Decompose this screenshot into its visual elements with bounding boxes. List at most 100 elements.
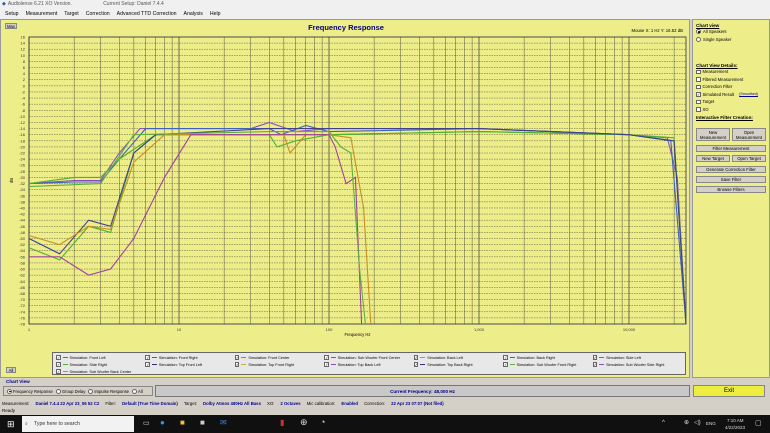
title-bar: ◆ Audiolense 6.21 XO Version. Current Set… xyxy=(0,0,770,9)
chart-view-option[interactable]: All xyxy=(132,388,143,394)
menu-analysis[interactable]: Analysis xyxy=(183,11,203,17)
store-icon[interactable]: ■ xyxy=(200,418,205,427)
chart-view-option[interactable]: Frequency Response xyxy=(7,388,53,394)
exit-button[interactable]: Exit xyxy=(693,385,765,397)
checkbox[interactable]: ✓ xyxy=(324,362,329,368)
y-tick-label: -44 xyxy=(19,218,26,223)
checkbox[interactable]: ✓ xyxy=(56,355,61,361)
legend-item[interactable]: ✓ Simulation: Sub Woofer Back Center xyxy=(56,368,145,375)
legend-item[interactable]: ✓ Simulation: Side Right xyxy=(56,361,145,368)
legend-item[interactable]: ✓ Simulation: Back Right xyxy=(503,354,592,361)
detail-checkbox[interactable]: Correction Filter xyxy=(696,83,766,91)
checkbox[interactable]: ✓ xyxy=(234,355,240,361)
checkbox[interactable]: ✓ xyxy=(56,362,61,368)
generate-correction-filter-button[interactable]: Generate Correction Filter xyxy=(696,166,766,173)
y-tick-label: 4 xyxy=(23,71,26,76)
menu-target[interactable]: Target xyxy=(64,11,79,17)
language-indicator[interactable]: ENG xyxy=(706,421,716,426)
open-target-button[interactable]: Open Target xyxy=(732,155,766,162)
series-swatch xyxy=(509,357,515,358)
clock-time[interactable]: 7:10 AM xyxy=(727,418,744,423)
app-icon[interactable]: ⊕ xyxy=(300,417,308,427)
legend-label: Simulation: Side Left xyxy=(606,355,641,360)
checkbox[interactable]: ✓ xyxy=(592,355,598,361)
checkbox[interactable] xyxy=(696,99,701,104)
legend-item[interactable]: ✓ Simulation: Side Left xyxy=(592,354,682,361)
checkbox[interactable]: ✓ xyxy=(145,362,150,368)
legend-item[interactable]: ✓ Simulation: Sub Woofer Front Center xyxy=(324,354,413,361)
y-tick-label: 14 xyxy=(21,41,26,46)
edge-icon[interactable]: ● xyxy=(160,418,165,427)
detail-checkbox[interactable]: Measurement xyxy=(696,68,766,76)
checkbox[interactable] xyxy=(696,107,701,112)
menu-help[interactable]: Help xyxy=(209,11,221,17)
checkbox[interactable] xyxy=(696,77,701,82)
browse-filters-button[interactable]: Browse Filters xyxy=(696,186,766,193)
menu-correction[interactable]: Correction xyxy=(85,11,110,17)
legend-item[interactable]: ✓ Simulation: Front Left xyxy=(56,354,145,361)
chart-view-option[interactable]: Group Delay xyxy=(55,388,85,394)
y-tick-label: -4 xyxy=(21,96,25,101)
single-speaker-radio[interactable]: Single Speaker xyxy=(696,36,766,44)
detail-checkbox[interactable]: XO xyxy=(696,106,766,114)
max-button[interactable]: Max xyxy=(5,23,17,29)
checkbox[interactable]: ✓ xyxy=(413,355,419,361)
menu-setup[interactable]: Setup xyxy=(5,11,19,17)
legend-item[interactable]: ✓ Simulation: Top Front Right xyxy=(234,361,324,368)
detail-checkbox[interactable]: Target xyxy=(696,98,766,106)
chart-view-option[interactable]: Impulse Response xyxy=(88,388,129,394)
task-view-icon[interactable]: ▭ xyxy=(143,420,150,427)
checkbox[interactable]: ✓ xyxy=(234,362,240,368)
detail-checkbox[interactable]: Filtered Measurement xyxy=(696,76,766,84)
frequency-response-chart[interactable]: 1614121086420-2-4-6-8-10-12-14-16-18-20-… xyxy=(1,20,691,355)
checkbox[interactable] xyxy=(696,84,701,89)
clock-date[interactable]: 4/22/2023 xyxy=(725,425,746,430)
y-tick-label: -48 xyxy=(19,230,26,235)
all-speakers-radio[interactable]: All Speakers xyxy=(696,28,766,36)
legend-item[interactable]: ✓ Simulation: Top Back Right xyxy=(413,361,503,368)
mail-icon[interactable]: ✉ xyxy=(220,418,227,427)
save-filter-button[interactable]: Save Filter xyxy=(696,176,766,183)
app-icon[interactable]: ▮ xyxy=(280,418,285,427)
checkbox[interactable]: ✓ xyxy=(592,362,598,368)
new-target-button[interactable]: New Target xyxy=(696,155,730,162)
legend-item[interactable]: ✓ Simulation: Front Right xyxy=(145,354,234,361)
app-icon[interactable]: ◔ xyxy=(320,417,326,427)
checkbox[interactable] xyxy=(696,69,701,74)
x-tick-label: 10,000 xyxy=(623,327,636,332)
checkbox[interactable]: ✓ xyxy=(696,92,701,97)
series-swatch xyxy=(509,364,515,365)
chevron-up-icon[interactable]: ^ xyxy=(662,420,665,426)
network-icon[interactable]: ⊕ xyxy=(684,420,690,426)
menu-measurement[interactable]: Measurement xyxy=(25,11,58,17)
label: Mic calibration: xyxy=(306,401,336,406)
smoothed-link[interactable]: (Smoothed) xyxy=(739,92,758,97)
legend-item[interactable]: ✓ Simulation: Back Left xyxy=(413,354,503,361)
y-tick-label: -68 xyxy=(19,291,26,296)
windows-start-icon[interactable]: ⊞ xyxy=(7,419,15,429)
filter-measurement-button[interactable]: Filter Measurement xyxy=(696,145,766,152)
all-button[interactable]: All xyxy=(6,367,16,373)
checkbox[interactable]: ✓ xyxy=(503,355,508,361)
legend-item[interactable]: ✓ Simulation: Top Back Left xyxy=(324,361,413,368)
new-measurement-button[interactable]: New Measurement xyxy=(696,128,730,141)
ready-status: Ready xyxy=(2,408,16,413)
legend-item[interactable]: ✓ Simulation: Front Center xyxy=(234,354,324,361)
checkbox[interactable]: ✓ xyxy=(503,362,508,368)
checkbox[interactable]: ✓ xyxy=(324,355,329,361)
detail-checkbox[interactable]: ✓ Simulated Result (Smoothed) xyxy=(696,91,766,99)
notifications-icon[interactable]: ▢ xyxy=(755,420,762,427)
legend-item[interactable]: ✓ Simulation: Top Front Left xyxy=(145,361,234,368)
legend-item[interactable]: ✓ Simulation: Sub Woofer Front Right xyxy=(503,361,592,368)
open-measurement-button[interactable]: Open Measurement xyxy=(732,128,766,141)
checkbox[interactable]: ✓ xyxy=(145,355,150,361)
taskbar-search[interactable]: ⌕ Type here to search xyxy=(22,416,134,432)
volume-icon[interactable]: ◁) xyxy=(694,420,701,426)
x-tick-label: 100 xyxy=(326,327,333,332)
file-explorer-icon[interactable]: ■ xyxy=(180,418,185,427)
menu-advanced-ttd[interactable]: Advanced TTD Correction xyxy=(116,11,177,17)
checkbox[interactable]: ✓ xyxy=(56,369,61,375)
y-tick-label: -40 xyxy=(19,205,26,210)
checkbox[interactable]: ✓ xyxy=(413,362,419,368)
legend-item[interactable]: ✓ Simulation: Sub Woofer Side Right xyxy=(592,361,682,368)
